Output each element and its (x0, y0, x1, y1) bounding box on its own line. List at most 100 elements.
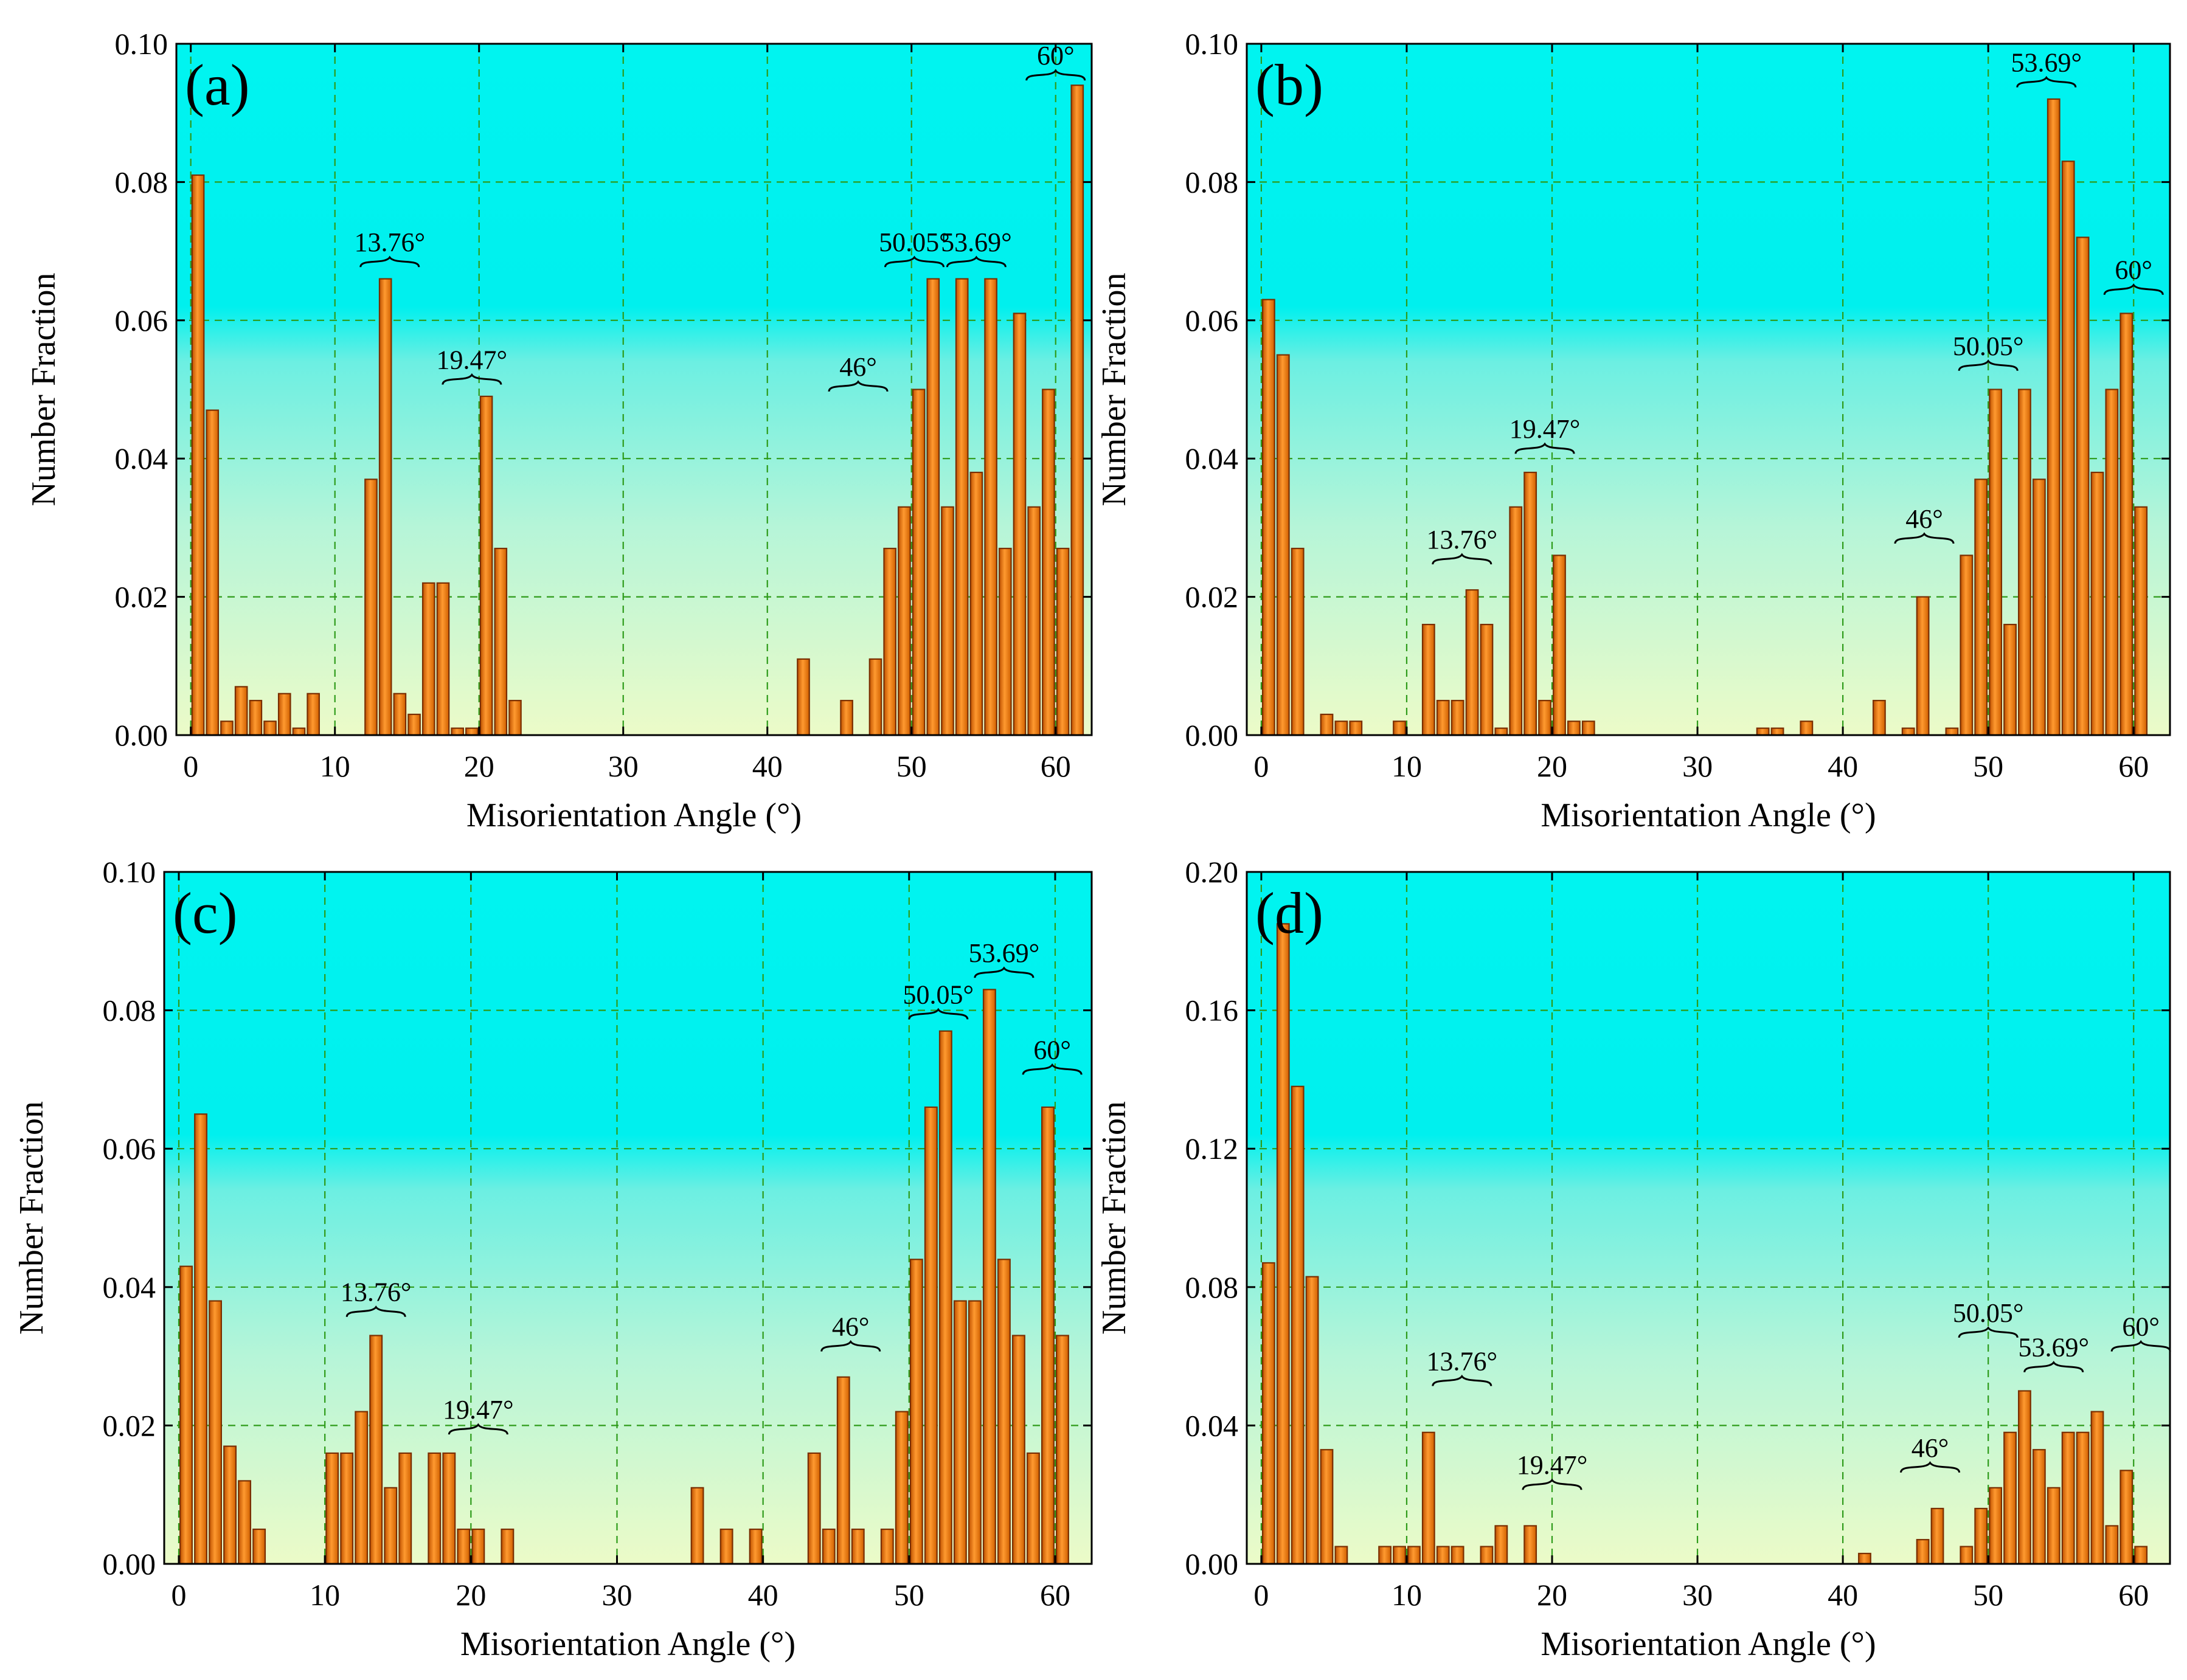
panel-b-bar (1974, 479, 1988, 736)
panel-a-bar (465, 727, 479, 736)
panel-b-bar (1770, 727, 1784, 736)
panel-c-bar (398, 1452, 412, 1565)
panel-b-bar (2134, 506, 2148, 736)
panel-b-bar (1421, 623, 1435, 736)
panel-a-plot-area (176, 44, 1092, 735)
panel-c-bar (719, 1529, 733, 1565)
panel-d-annotations: 13.76° 19.47° 46° 50.05° 53.69° 60° (1426, 1298, 2171, 1490)
panel-b-ytick-label: 0.10 (1185, 27, 1239, 61)
panel-c-ytick-label: 0.08 (103, 994, 156, 1028)
panel-a-ytick-label: 0.02 (115, 580, 168, 614)
panel-b-xtick-label: 60 (2118, 749, 2149, 783)
panel-b-annotation-brace (2103, 283, 2164, 296)
panel-a-bar (494, 547, 508, 736)
panel-b-annotation-brace (1894, 532, 1955, 544)
panel-c-annotation-label: 53.69° (969, 938, 1040, 968)
panel-b-bar (1480, 623, 1494, 736)
panel-c-annotation-brace (448, 1423, 508, 1435)
panel-d-ytick-label: 0.20 (1185, 855, 1239, 889)
panel-a-annotation-brace (828, 380, 889, 392)
panel-b-annotation-brace (1514, 442, 1575, 454)
panel-b-bar (1320, 713, 1334, 736)
panel-c-bar (340, 1452, 354, 1565)
panel-a-bar (220, 721, 234, 736)
panel-a-bar (898, 506, 911, 736)
panel-b-bar (1800, 721, 1814, 736)
panel-a-bar (1027, 506, 1041, 736)
panel-a-annotation-label: 50.05° (879, 227, 950, 257)
panel-b-bar (1450, 700, 1464, 736)
panel-b-plot-area (1247, 44, 2170, 735)
panel-c-bar (982, 989, 996, 1565)
panel-c-bar (194, 1113, 207, 1565)
panel-d-bar (1930, 1507, 1944, 1565)
panel-a-ytick-label: 0.06 (115, 303, 168, 337)
panel-a-bars (191, 85, 1084, 736)
panel-b-label: (b) (1255, 52, 1323, 117)
panel-b-bar (2076, 237, 2090, 736)
panel-a-bar (421, 582, 435, 736)
panel-d-annotation-brace (1900, 1461, 1961, 1473)
panel-c-annotation-brace (908, 1008, 969, 1020)
panel-b-bar (1553, 555, 1566, 736)
panel-d-annotation-label: 19.47° (1517, 1450, 1588, 1480)
panel-a-ytick-label: 0.08 (115, 165, 168, 199)
panel-a-bar (393, 693, 407, 736)
panel-a-bar (234, 686, 248, 736)
panel-b-bar (1334, 721, 1348, 736)
panel-c-ytick-label: 0.04 (103, 1270, 156, 1304)
panel-c-ytick-label: 0.10 (103, 855, 156, 889)
panel-c-bar (457, 1529, 471, 1565)
panel-b-annotation-label: 53.69° (2011, 48, 2082, 78)
panel-b-y-axis: 0.00 0.02 0.04 0.06 0.08 0.10 (1185, 27, 2170, 752)
panel-d-bar (2105, 1525, 2119, 1565)
panel-a-x-axis-title: Misorientation Angle (°) (466, 797, 802, 834)
panel-c-annotation-label: 60° (1033, 1035, 1071, 1065)
panel-d-annotation-label: 53.69° (2018, 1333, 2089, 1363)
panel-d-plot-area (1247, 872, 2170, 1564)
panel-d-xtick-label: 30 (1682, 1578, 1713, 1612)
panel-a-y-axis: 0.00 0.02 0.04 0.06 0.08 0.10 (115, 27, 1092, 752)
panel-a-y-axis-title: Number Fraction (25, 272, 63, 506)
panel-d-bar (1305, 1276, 1319, 1565)
panel-a-xtick-label: 60 (1041, 749, 1071, 783)
panel-a: 13.76°19.47° 46°50.05°53.69°60° 0 10 20 30 40… (25, 27, 1093, 834)
panel-b-bar (1494, 727, 1508, 736)
panel-c-bar (895, 1411, 909, 1565)
panel-b-bar (1989, 389, 2003, 736)
panel-c-bar (690, 1487, 704, 1565)
panel-a-ytick-label: 0.00 (115, 718, 168, 752)
panel-c-bar (179, 1265, 193, 1565)
panel-c-annotation-brace (345, 1305, 406, 1318)
panel-a-bar (451, 727, 464, 736)
panel-c-annotation-brace (974, 966, 1035, 978)
panel-a-bar (883, 547, 897, 736)
panel-b-bar (1945, 727, 1959, 736)
panel-b-annotation-label: 60° (2115, 255, 2152, 285)
panel-b-x-axis-title: Misorientation Angle (°) (1541, 797, 1876, 834)
panel-a-annotation-label: 19.47° (437, 345, 508, 375)
panel-d-annotation-label: 46° (1911, 1433, 1949, 1463)
panel-c-xtick-label: 0 (172, 1578, 187, 1612)
panel-b-annotation-brace (2016, 75, 2077, 88)
panel-b-bar (1960, 555, 1974, 736)
panel-a-bar (249, 700, 263, 736)
panel-a-xtick-label: 30 (608, 749, 639, 783)
panel-b-xtick-label: 30 (1682, 749, 1713, 783)
panel-b-bar (1349, 721, 1363, 736)
panel-c-plot-area (164, 872, 1092, 1564)
panel-a-bar (912, 389, 926, 736)
panel-c-y-axis: 0.00 0.02 0.04 0.06 0.08 0.10 (103, 855, 1092, 1581)
panel-c-bar (997, 1259, 1011, 1565)
panel-a-bar (1056, 547, 1070, 736)
panel-c-xtick-label: 50 (894, 1578, 924, 1612)
panel-a-bar (292, 727, 306, 736)
panel-d-bar (2076, 1431, 2090, 1565)
panel-a-bar (206, 409, 220, 736)
panel-a-bar (508, 700, 522, 736)
panel-b-ytick-label: 0.00 (1185, 718, 1239, 752)
panel-d-bar (1378, 1546, 1392, 1565)
panel-b-gridlines (1247, 44, 2170, 735)
panel-a-bar (955, 278, 969, 736)
panel-b-bar (1901, 727, 1915, 736)
